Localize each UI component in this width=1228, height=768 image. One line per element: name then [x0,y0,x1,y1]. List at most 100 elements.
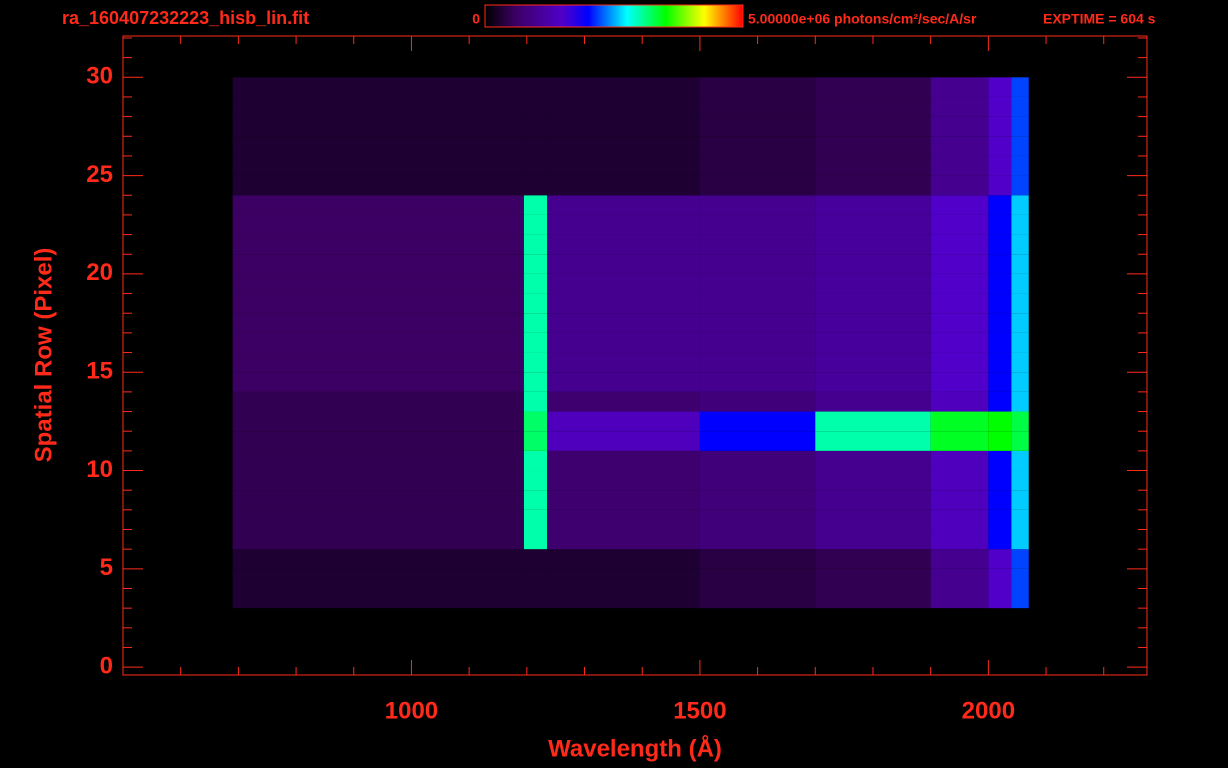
plot-frame [122,35,1148,676]
image-cell [930,450,989,471]
image-cell [1011,411,1029,432]
image-cell [930,293,989,314]
image-cell [988,588,1012,609]
image-cell [232,509,524,530]
image-cell [699,234,816,255]
image-cell [930,431,989,451]
image-cell [547,470,700,491]
image-cell [523,195,548,215]
image-cell [547,490,700,510]
image-cell [523,273,548,294]
y-tick-label: 30 [86,63,113,90]
image-cell [815,490,931,510]
image-cell [523,391,548,412]
image-cell [547,293,700,314]
image-cell [930,352,989,373]
image-cell [988,116,1012,137]
image-cell [1011,273,1029,294]
image-cell [930,588,989,609]
image-cell [930,136,989,156]
image-cell [699,509,816,530]
image-cell [1011,116,1029,137]
image-cell [699,391,816,412]
image-cell [699,214,816,235]
image-cell [232,195,524,215]
image-cell [930,470,989,491]
image-cell [988,214,1012,235]
image-cell [699,431,816,451]
image-cell [815,568,931,589]
image-cell [988,175,1012,196]
image-cell [699,136,816,156]
image-cell [547,391,700,412]
image-cell [815,352,931,373]
image-cell [232,549,524,569]
image-cell [930,96,989,117]
image-cell [988,155,1012,176]
image-cell [930,332,989,353]
image-cell [988,77,1012,97]
image-cell [232,214,524,235]
image-cell [547,588,700,609]
colorbar-max: 5.00000e+06 photons/cm²/sec/A/sr [748,11,977,27]
image-cell [699,175,816,196]
image-cell [988,273,1012,294]
image-cell [988,234,1012,255]
image-cell [930,234,989,255]
image-cell [988,372,1012,392]
image-cell [815,332,931,353]
y-tick-label: 20 [86,259,113,286]
image-cell [930,372,989,392]
image-cell [988,450,1012,471]
image-cell [232,254,524,274]
image-cell [815,96,931,117]
image-cell [930,195,989,215]
image-cell [1011,490,1029,510]
image-cell [547,195,700,215]
image-cell [547,568,700,589]
image-cell [699,529,816,550]
image-cell [930,77,989,97]
image-cell [523,332,548,353]
image-cell [699,352,816,373]
image-cell [815,431,931,451]
colorbar-min: 0 [472,11,480,27]
image-cell [547,509,700,530]
image-cell [523,529,548,550]
image-cell [1011,509,1029,530]
image-cell [523,431,548,451]
image-cell [232,450,524,471]
image-cell [699,293,816,314]
image-cell [547,313,700,333]
image-cell [547,529,700,550]
image-cell [523,96,548,117]
image-cell [1011,549,1029,569]
image-cell [523,450,548,471]
image-cell [699,372,816,392]
image-cell [988,293,1012,314]
image-cell [547,332,700,353]
image-cell [547,431,700,451]
image-cell [699,490,816,510]
image-cell [547,136,700,156]
image-cell [699,116,816,137]
image-cell [815,470,931,491]
image-cell [547,411,700,432]
image-cell [232,372,524,392]
image-cell [523,372,548,392]
image-cell [523,568,548,589]
image-cell [699,273,816,294]
image-cell [815,273,931,294]
chart-title: ra_160407232223_hisb_lin.fit [62,8,309,28]
image-cell [699,588,816,609]
image-cell [988,254,1012,274]
y-tick-label: 10 [86,456,113,483]
image-cell [988,529,1012,550]
image-cell [232,529,524,550]
image-cell [232,470,524,491]
image-cell [1011,450,1029,471]
image-cell [232,411,524,432]
image-cell [930,254,989,274]
image-cell [930,509,989,530]
